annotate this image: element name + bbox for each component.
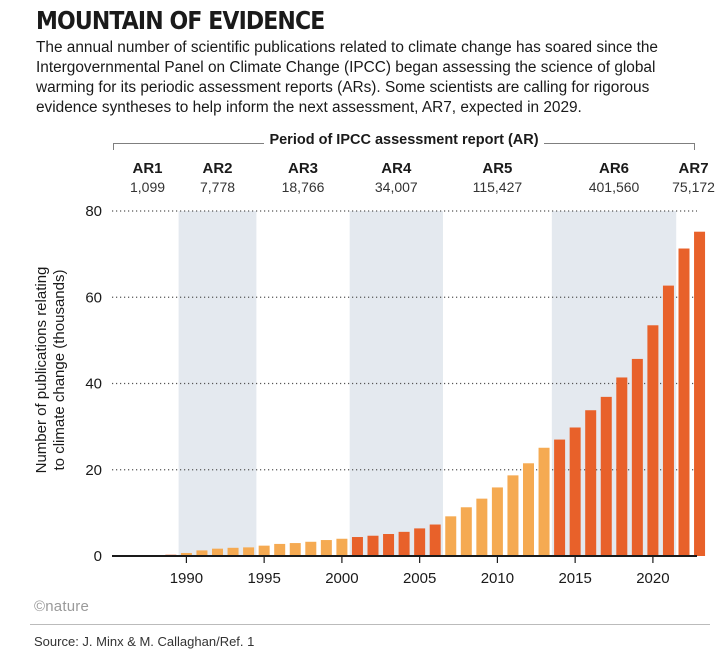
x-tick-label-2005: 2005	[403, 570, 436, 587]
ar-label-ar1: AR1	[132, 160, 163, 177]
bar-2007	[445, 516, 457, 556]
chart-title: MOUNTAIN OF EVIDENCE	[36, 6, 325, 35]
chart-subtitle: The annual number of scientific publicat…	[36, 39, 658, 116]
ar-label-ar3: AR3	[288, 160, 319, 177]
bar-2013	[538, 447, 550, 556]
y-tick-label-20: 20	[85, 462, 102, 479]
bar-2011	[507, 475, 519, 556]
bar-2022	[678, 248, 690, 557]
bar-2002	[367, 535, 379, 556]
bar-2000	[336, 538, 348, 556]
bar-2012	[523, 463, 534, 556]
bar-1995	[258, 545, 270, 556]
bar-2017	[600, 396, 612, 556]
ar-label-ar5: AR5	[482, 160, 513, 177]
bar-2008	[460, 507, 472, 556]
bar-1991	[196, 550, 208, 556]
period-bracket-left	[113, 143, 114, 150]
source-note: Source: J. Minx & M. Callaghan/Ref. 1	[34, 634, 255, 649]
y-tick-label-0: 0	[94, 548, 102, 565]
bar-1999	[320, 540, 332, 556]
bar-1992	[212, 548, 223, 556]
x-tick-label-2020: 2020	[636, 570, 669, 587]
x-tick-label-2010: 2010	[481, 570, 514, 587]
bar-2018	[616, 377, 628, 556]
bar-1996	[274, 543, 286, 556]
bar-2021	[662, 285, 674, 556]
ar-label-ar2: AR2	[202, 160, 233, 177]
nature-logo: ©nature	[34, 598, 89, 615]
x-tick-label-1995: 1995	[247, 570, 280, 587]
bar-1993	[227, 547, 239, 556]
bar-2003	[383, 534, 395, 556]
bar-2020	[647, 325, 659, 556]
bar-2014	[554, 439, 566, 556]
bar-2009	[476, 498, 488, 556]
bar-2005	[414, 528, 426, 556]
footer-divider	[30, 624, 710, 625]
ar-count-ar2: 7,778	[199, 179, 236, 195]
bar-2016	[585, 410, 597, 556]
y-tick-label-60: 60	[85, 289, 102, 306]
y-tick-label-80: 80	[85, 203, 102, 220]
period-header: Period of IPCC assessment report (AR)	[113, 130, 695, 150]
period-bracket-right	[694, 143, 695, 150]
ar-count-ar1: 1,099	[129, 179, 166, 195]
bar-1998	[305, 541, 317, 556]
y-tick-label-40: 40	[85, 376, 102, 393]
bar-2001	[351, 537, 363, 556]
bar-2023	[694, 231, 706, 556]
ar-label-ar4: AR4	[381, 160, 412, 177]
ar-label-ar7: AR7	[678, 160, 709, 177]
ar-count-ar7: 75,172	[672, 179, 715, 195]
bar-2004	[398, 531, 410, 556]
ar-label-ar6: AR6	[599, 160, 630, 177]
bar-chart: 0 20 40 60 80 1990 1995 2000 2005 2010 2015 2020	[85, 203, 706, 587]
shaded-band-ar2	[178, 211, 257, 556]
ar-count-ar5: 115,427	[472, 179, 523, 195]
bar-1997	[289, 543, 301, 556]
bar-1994	[243, 547, 255, 556]
bar-1990	[180, 552, 192, 556]
bar-2010	[491, 487, 503, 556]
ar-count-ar6: 401,560	[588, 179, 640, 195]
ar-count-ar4: 34,007	[374, 179, 418, 195]
x-tick-label-2000: 2000	[325, 570, 358, 587]
bar-2015	[569, 427, 581, 556]
x-tick-label-2015: 2015	[558, 570, 591, 587]
ar-count-ar3: 18,766	[281, 179, 325, 195]
bar-2019	[631, 358, 643, 556]
x-tick-label-1990: 1990	[170, 570, 203, 587]
period-header-label: Period of IPCC assessment report (AR)	[264, 132, 544, 148]
bar-2006	[429, 524, 441, 556]
